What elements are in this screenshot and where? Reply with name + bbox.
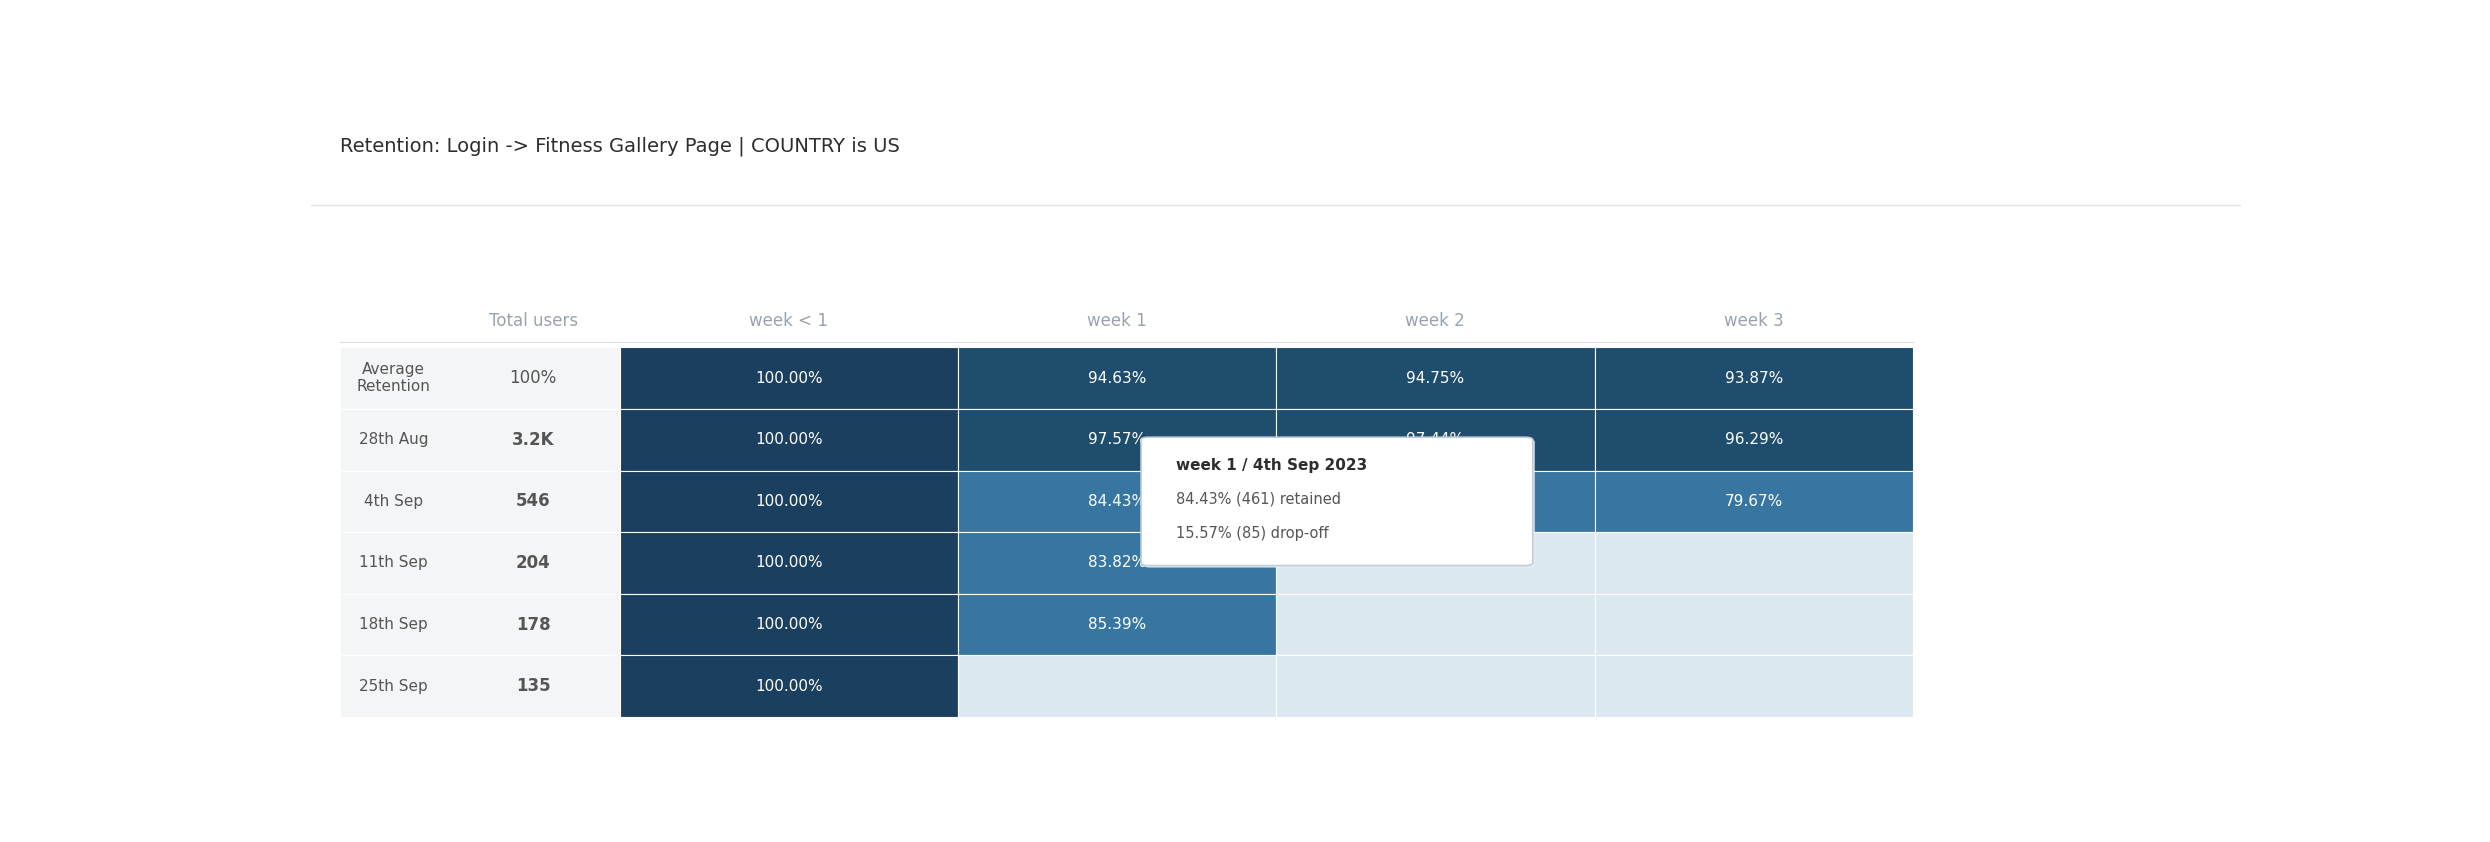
Bar xyxy=(620,409,959,471)
Text: week 2: week 2 xyxy=(1404,312,1464,330)
Text: 94.75%: 94.75% xyxy=(1407,370,1464,386)
Bar xyxy=(1277,409,1594,471)
Text: 28th Aug: 28th Aug xyxy=(359,432,428,447)
FancyBboxPatch shape xyxy=(1140,437,1534,566)
Text: week 3: week 3 xyxy=(1723,312,1783,330)
Bar xyxy=(959,532,1277,594)
Bar xyxy=(1277,348,1594,409)
Text: 100.00%: 100.00% xyxy=(754,679,822,694)
Bar xyxy=(620,594,959,655)
Bar xyxy=(959,594,1277,655)
Bar xyxy=(959,348,1277,409)
Bar xyxy=(1594,594,1912,655)
Bar xyxy=(1277,655,1594,717)
Bar xyxy=(341,471,620,532)
Text: week 1 / 4th Sep 2023: week 1 / 4th Sep 2023 xyxy=(1175,458,1367,473)
Text: 84.43%: 84.43% xyxy=(1407,494,1464,509)
Bar xyxy=(341,594,620,655)
Bar xyxy=(620,348,959,409)
Text: 100.00%: 100.00% xyxy=(754,617,822,632)
Text: 97.57%: 97.57% xyxy=(1088,432,1145,447)
Bar xyxy=(620,532,959,594)
Text: 4th Sep: 4th Sep xyxy=(364,494,423,509)
Bar xyxy=(1594,409,1912,471)
Bar xyxy=(341,348,620,409)
Text: 178: 178 xyxy=(515,616,550,633)
Text: 18th Sep: 18th Sep xyxy=(359,617,428,632)
Bar xyxy=(1594,471,1912,532)
Text: 97.44%: 97.44% xyxy=(1407,432,1464,447)
Bar xyxy=(959,471,1277,532)
Text: 135: 135 xyxy=(515,677,550,695)
Bar xyxy=(1277,532,1594,594)
Text: 100.00%: 100.00% xyxy=(754,494,822,509)
Text: 94.63%: 94.63% xyxy=(1088,370,1145,386)
Text: week < 1: week < 1 xyxy=(749,312,829,330)
Text: 83.82%: 83.82% xyxy=(1088,556,1145,571)
Text: 3.2K: 3.2K xyxy=(513,431,555,449)
Bar xyxy=(341,409,620,471)
Text: 204: 204 xyxy=(515,554,550,572)
Bar xyxy=(1594,532,1912,594)
Text: 100.00%: 100.00% xyxy=(754,432,822,447)
Text: week 1: week 1 xyxy=(1088,312,1148,330)
Text: 546: 546 xyxy=(515,493,550,510)
Text: 79.67%: 79.67% xyxy=(1726,494,1783,509)
Text: 15.57% (85) drop-off: 15.57% (85) drop-off xyxy=(1175,525,1327,541)
Text: 11th Sep: 11th Sep xyxy=(359,556,428,571)
Bar xyxy=(1594,348,1912,409)
Text: Average
Retention: Average Retention xyxy=(356,362,431,394)
Text: 96.29%: 96.29% xyxy=(1726,432,1783,447)
Bar xyxy=(1594,655,1912,717)
Bar xyxy=(1277,594,1594,655)
Text: 25th Sep: 25th Sep xyxy=(359,679,428,694)
Bar xyxy=(620,471,959,532)
Text: 93.87%: 93.87% xyxy=(1726,370,1783,386)
Bar xyxy=(341,532,620,594)
Text: 84.43%: 84.43% xyxy=(1088,494,1145,509)
Bar xyxy=(959,655,1277,717)
Text: 85.39%: 85.39% xyxy=(1088,617,1145,632)
Text: 100.00%: 100.00% xyxy=(754,556,822,571)
Text: Retention: Login -> Fitness Gallery Page | COUNTRY is US: Retention: Login -> Fitness Gallery Page… xyxy=(341,136,899,156)
Bar xyxy=(341,655,620,717)
Bar xyxy=(959,409,1277,471)
Bar xyxy=(1277,471,1594,532)
Text: Total users: Total users xyxy=(488,312,578,330)
Text: 84.43% (461) retained: 84.43% (461) retained xyxy=(1175,492,1340,507)
Bar xyxy=(620,655,959,717)
Text: 100.00%: 100.00% xyxy=(754,370,822,386)
Text: 100%: 100% xyxy=(510,369,558,387)
FancyBboxPatch shape xyxy=(1143,440,1534,568)
